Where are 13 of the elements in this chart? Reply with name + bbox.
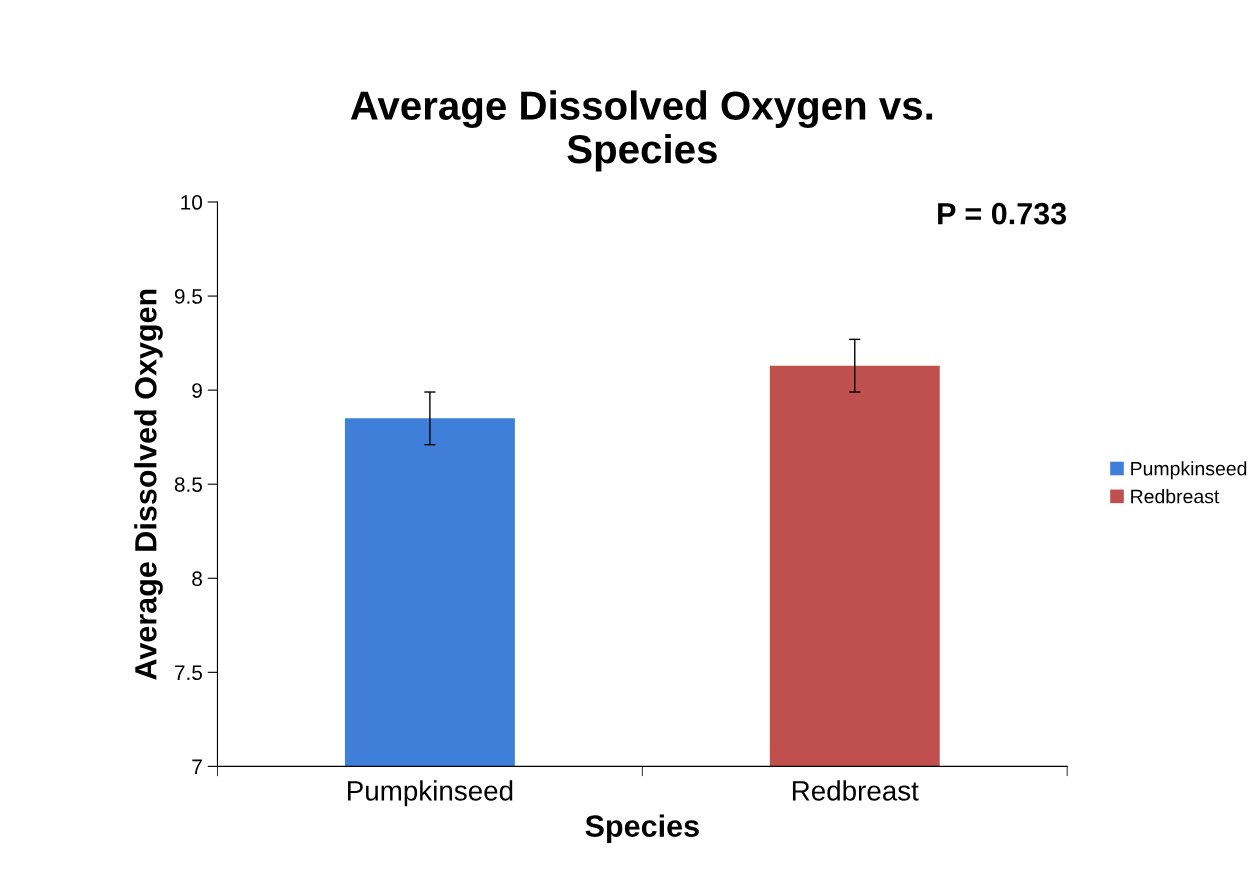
legend-label: Redbreast: [1131, 489, 1220, 504]
y-tick-label: 9.5: [174, 289, 203, 304]
x-axis-title: Species: [585, 814, 699, 843]
annotation: P = 0.733: [938, 202, 1067, 225]
y-tick-label: 9: [192, 383, 202, 398]
y-tick-label: 10: [181, 195, 203, 210]
legend-label: Pumpkinseed: [1131, 461, 1247, 480]
y-tick-label: 8: [192, 571, 202, 587]
y-tick-label: 7: [192, 759, 202, 774]
y-tick-label: 7.5: [174, 665, 203, 681]
y-tick-label: 8.5: [174, 477, 203, 492]
chart-title: Average Dissolved Oxygen vs. Species: [350, 90, 933, 172]
y-axis-title: Average Dissolved Oxygen: [134, 289, 163, 680]
